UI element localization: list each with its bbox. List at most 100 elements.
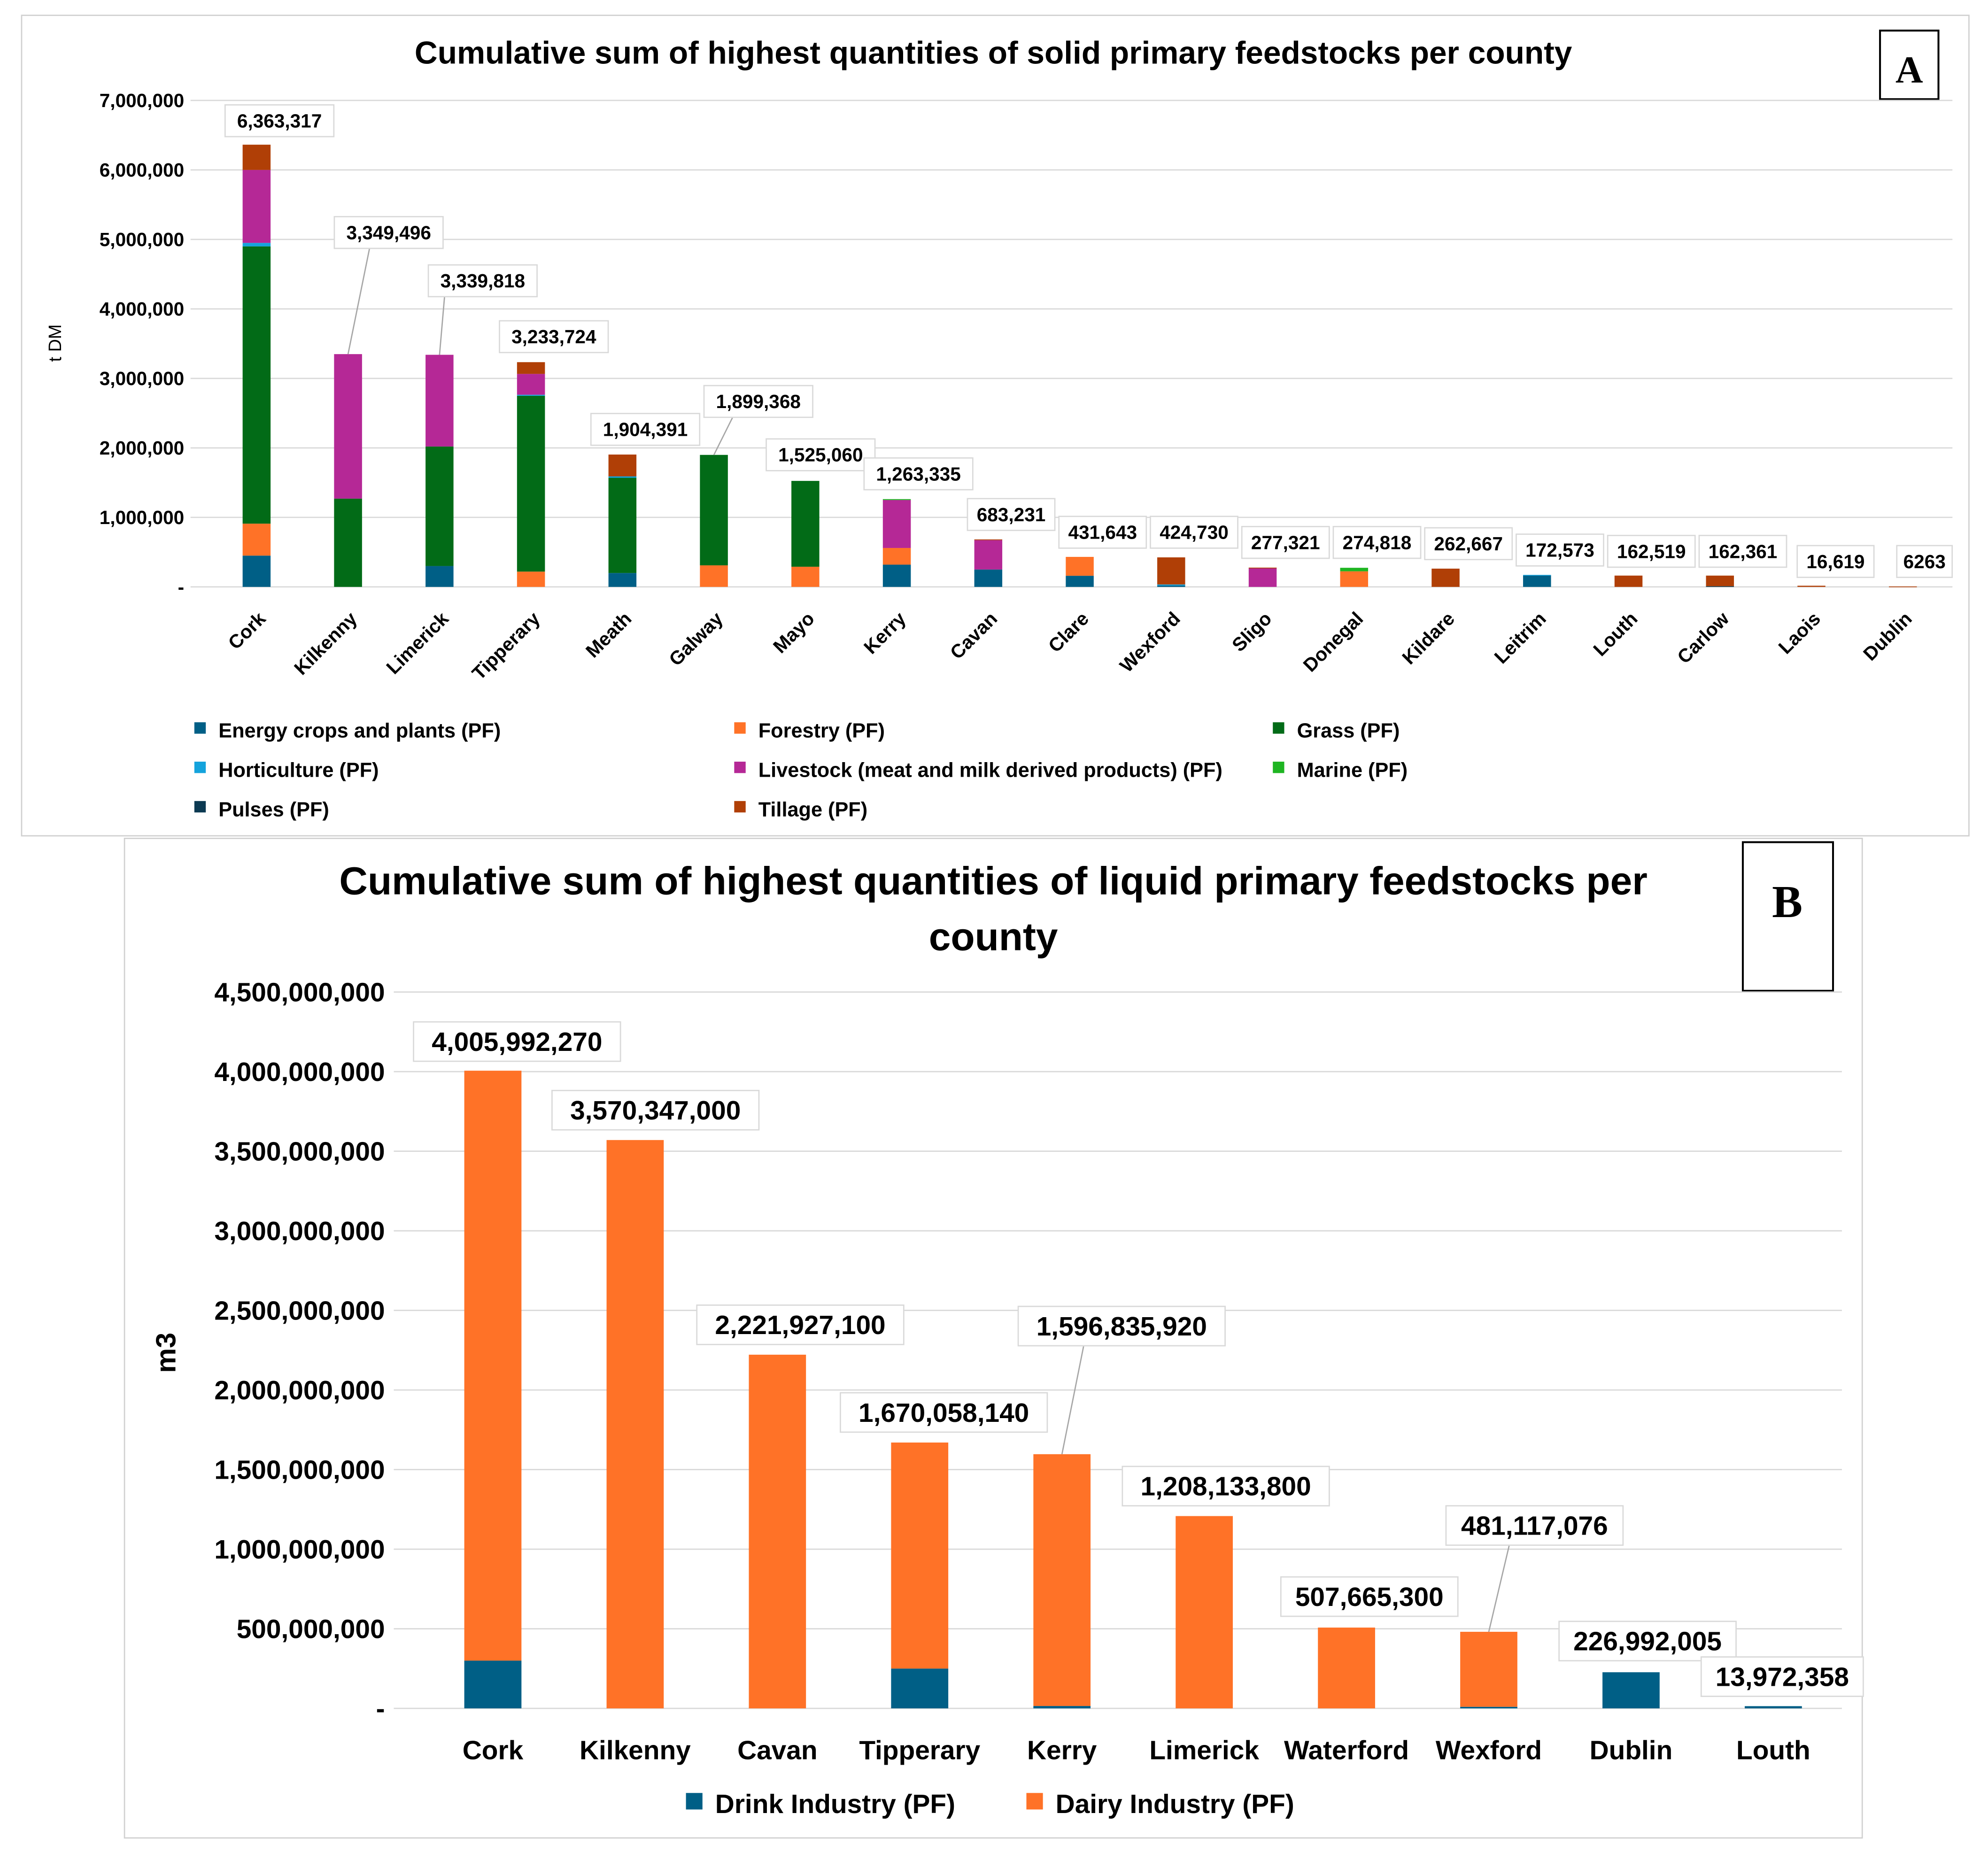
data-label: 507,665,300 <box>1295 1582 1444 1612</box>
bar-segment-energy-crops-and-plants-pf <box>1066 576 1094 587</box>
y-tick-label: 3,500,000,000 <box>214 1137 385 1167</box>
data-label: 2,221,927,100 <box>715 1311 885 1340</box>
bar-segment-drink-industry-pf <box>1745 1706 1802 1709</box>
data-label: 4,005,992,270 <box>432 1027 602 1057</box>
y-tick-label: 2,000,000 <box>100 437 184 459</box>
leader-line <box>713 416 734 455</box>
bar-segment-grass-pf <box>517 395 545 572</box>
legend-swatch <box>1026 1793 1043 1810</box>
chart-b: - 500,000,000 1,000,000,000 1,500,000,000 2,… <box>214 978 1864 1819</box>
bar-segment-pulses-pf <box>1706 586 1734 587</box>
bar-segment-dairy-industry-pf <box>1460 1632 1517 1707</box>
legend-swatch <box>194 761 206 773</box>
legend-label: Pulses (PF) <box>218 798 329 821</box>
x-tick-label: Louth <box>1736 1736 1810 1765</box>
data-label: 277,321 <box>1251 532 1320 553</box>
bar-segment-forestry-pf <box>1066 556 1094 576</box>
y-tick-label: 500,000,000 <box>237 1615 385 1644</box>
bar-segment-tillage-pf <box>517 362 545 374</box>
bar-segment-energy-crops-and-plants-pf <box>608 573 637 587</box>
bar-segment-livestock-meat-and-milk-derived-products-pf <box>882 500 911 548</box>
bar-segment-forestry-pf <box>517 571 545 587</box>
y-tick-label: 2,000,000,000 <box>214 1376 385 1405</box>
x-tick-label: Kerry <box>1027 1736 1097 1765</box>
bar-segment-energy-crops-and-plants-pf <box>242 556 271 587</box>
bar-segment-horticulture-pf <box>242 243 271 247</box>
data-label-box <box>696 1304 905 1345</box>
bar-segment-livestock-meat-and-milk-derived-products-pf <box>1248 568 1277 587</box>
bar-segment-dairy-industry-pf <box>1033 1454 1091 1706</box>
y-tick-label: - <box>178 576 185 598</box>
x-tick-label: Dublin <box>1590 1736 1673 1765</box>
x-tick-label: Wexford <box>1436 1736 1542 1765</box>
data-label: 162,519 <box>1617 540 1686 562</box>
y-tick-label: 7,000,000 <box>100 90 184 111</box>
data-label: 1,208,133,800 <box>1141 1472 1311 1502</box>
data-label: 226,992,005 <box>1573 1627 1722 1657</box>
data-label-box <box>967 498 1056 531</box>
y-tick-label: 4,000,000,000 <box>214 1057 385 1087</box>
data-label: 6,363,317 <box>237 110 322 131</box>
data-label: 1,263,335 <box>876 463 960 485</box>
bar-segment-livestock-meat-and-milk-derived-products-pf <box>974 540 1003 570</box>
data-label: 3,339,818 <box>441 270 525 292</box>
bar-segment-energy-crops-and-plants-pf <box>425 566 454 587</box>
data-label-box <box>1017 1305 1226 1347</box>
data-label-box <box>1332 525 1422 559</box>
data-label-box <box>413 1021 621 1062</box>
y-tick-label: 4,500,000,000 <box>214 978 385 1008</box>
data-label: 3,570,347,000 <box>570 1096 741 1126</box>
chart-b-ylabel: m3 <box>150 1333 181 1373</box>
y-tick-label: 4,000,000 <box>100 298 184 320</box>
bar-segment-tillage-pf <box>1431 568 1460 587</box>
data-label-box <box>1241 525 1330 559</box>
bar-segment-forestry-pf <box>1340 571 1369 587</box>
bar-segment-energy-crops-and-plants-pf <box>1523 575 1551 587</box>
bar-segment-drink-industry-pf <box>464 1660 522 1709</box>
data-label: 683,231 <box>977 504 1046 525</box>
data-label-box <box>1700 1656 1864 1697</box>
y-tick-label: 5,000,000 <box>100 229 184 250</box>
data-label: 172,573 <box>1525 540 1594 561</box>
y-tick-label: 3,000,000,000 <box>214 1217 385 1246</box>
bar-segment-grass-pf <box>425 446 454 566</box>
legend-swatch <box>734 761 746 773</box>
data-label-box <box>1122 1466 1330 1507</box>
data-label-box <box>551 1089 760 1131</box>
bar-segment-drink-industry-pf <box>1460 1706 1517 1709</box>
data-label: 1,596,835,920 <box>1037 1312 1207 1342</box>
y-tick-label: - <box>376 1694 385 1724</box>
bar-segment-tillage-pf <box>1889 586 1917 587</box>
data-label-box <box>1058 516 1147 549</box>
bar-segment-energy-crops-and-plants-pf <box>974 569 1003 587</box>
data-label-box <box>1698 534 1787 568</box>
x-tick-label: Kilkenny <box>580 1736 691 1765</box>
bar-segment-grass-pf <box>608 478 637 573</box>
y-tick-label: 6,000,000 <box>100 159 184 181</box>
chart-a-title: Cumulative sum of highest quantities of … <box>415 35 1572 70</box>
data-label: 274,818 <box>1343 532 1412 553</box>
data-label-box <box>333 216 444 249</box>
legend-label: Grass (PF) <box>1297 720 1400 742</box>
data-label: 1,670,058,140 <box>859 1398 1029 1428</box>
y-tick-label: 1,500,000,000 <box>214 1456 385 1485</box>
panel-b-frame <box>124 838 1863 1839</box>
bar-segment-marine-pf <box>1340 568 1369 571</box>
bar-segment-livestock-meat-and-milk-derived-products-pf <box>517 374 545 395</box>
data-label-box <box>1796 545 1875 578</box>
data-label: 16,619 <box>1806 551 1864 572</box>
leader-line <box>347 247 371 355</box>
bar-segment-tillage-pf <box>242 145 271 170</box>
panel-a-label: A <box>1895 49 1923 91</box>
data-label-box <box>1280 1576 1459 1617</box>
data-label-box <box>1607 534 1696 568</box>
y-tick-label: 1,000,000,000 <box>214 1535 385 1565</box>
legend-swatch <box>194 801 206 813</box>
bar-segment-energy-crops-and-plants-pf <box>1157 585 1185 587</box>
bar-segment-marine-pf <box>882 499 911 500</box>
bar-segment-tillage-pf <box>1614 575 1643 587</box>
bar-segment-forestry-pf <box>700 565 728 587</box>
bar-segment-dairy-industry-pf <box>749 1354 806 1709</box>
bar-segment-energy-crops-and-plants-pf <box>882 564 911 587</box>
